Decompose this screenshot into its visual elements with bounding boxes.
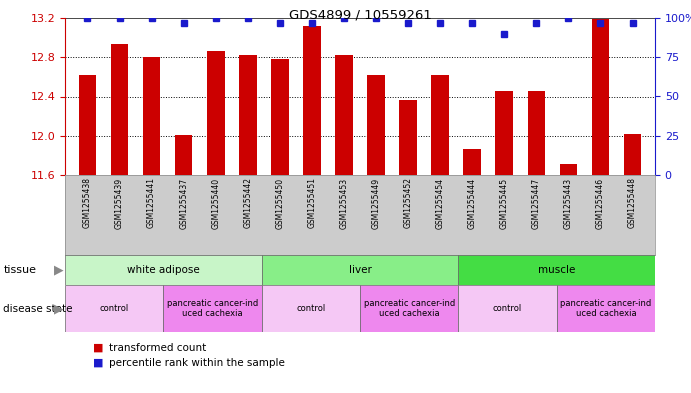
Bar	[262, 285, 360, 332]
Bar	[527, 91, 545, 175]
Bar	[464, 149, 481, 175]
Text: pancreatic cancer-ind
uced cachexia: pancreatic cancer-ind uced cachexia	[167, 299, 258, 318]
Text: liver: liver	[348, 265, 372, 275]
Bar	[65, 255, 262, 285]
Bar	[163, 285, 262, 332]
Text: ■: ■	[93, 358, 104, 368]
Text: muscle: muscle	[538, 265, 576, 275]
Bar	[111, 44, 129, 175]
Bar	[495, 91, 513, 175]
Text: GSM1255442: GSM1255442	[243, 177, 252, 228]
Text: GSM1255438: GSM1255438	[83, 177, 92, 228]
Bar	[143, 57, 160, 175]
Text: GSM1255440: GSM1255440	[211, 177, 220, 228]
Text: white adipose: white adipose	[127, 265, 200, 275]
Text: GSM1255449: GSM1255449	[372, 177, 381, 228]
Text: GDS4899 / 10559261: GDS4899 / 10559261	[289, 8, 431, 21]
Text: GSM1255439: GSM1255439	[115, 177, 124, 228]
Bar	[239, 55, 256, 175]
Bar	[458, 255, 655, 285]
Text: disease state: disease state	[3, 303, 73, 314]
Bar	[560, 164, 577, 175]
Text: GSM1255443: GSM1255443	[564, 177, 573, 228]
Bar	[65, 285, 163, 332]
Bar	[262, 255, 458, 285]
Bar	[175, 135, 193, 175]
Text: GSM1255451: GSM1255451	[307, 177, 316, 228]
Bar	[303, 26, 321, 175]
Text: GSM1255452: GSM1255452	[404, 177, 413, 228]
Bar	[591, 19, 609, 175]
Bar	[399, 101, 417, 175]
Text: ■: ■	[93, 343, 104, 353]
Bar	[335, 55, 353, 175]
Text: GSM1255441: GSM1255441	[147, 177, 156, 228]
Text: GSM1255446: GSM1255446	[596, 177, 605, 228]
Bar	[557, 285, 655, 332]
Text: GSM1255437: GSM1255437	[179, 177, 188, 228]
Text: transformed count: transformed count	[109, 343, 207, 353]
Text: control: control	[493, 304, 522, 313]
Text: pancreatic cancer-ind
uced cachexia: pancreatic cancer-ind uced cachexia	[560, 299, 652, 318]
Bar	[458, 285, 557, 332]
Bar	[367, 75, 385, 175]
Text: pancreatic cancer-ind
uced cachexia: pancreatic cancer-ind uced cachexia	[363, 299, 455, 318]
Text: tissue: tissue	[3, 265, 37, 275]
Text: GSM1255454: GSM1255454	[435, 177, 445, 228]
Text: GSM1255445: GSM1255445	[500, 177, 509, 228]
Text: GSM1255447: GSM1255447	[532, 177, 541, 228]
Text: GSM1255448: GSM1255448	[628, 177, 637, 228]
Text: GSM1255444: GSM1255444	[468, 177, 477, 228]
Text: control: control	[296, 304, 325, 313]
Text: GSM1255450: GSM1255450	[275, 177, 284, 228]
Text: ▶: ▶	[54, 302, 64, 315]
Text: ▶: ▶	[54, 263, 64, 277]
Bar	[624, 134, 641, 175]
Bar	[271, 59, 289, 175]
Text: percentile rank within the sample: percentile rank within the sample	[109, 358, 285, 368]
Text: control: control	[100, 304, 129, 313]
Bar	[431, 75, 449, 175]
Text: GSM1255453: GSM1255453	[339, 177, 348, 228]
Bar	[360, 285, 458, 332]
Bar	[207, 51, 225, 175]
Bar	[79, 75, 96, 175]
